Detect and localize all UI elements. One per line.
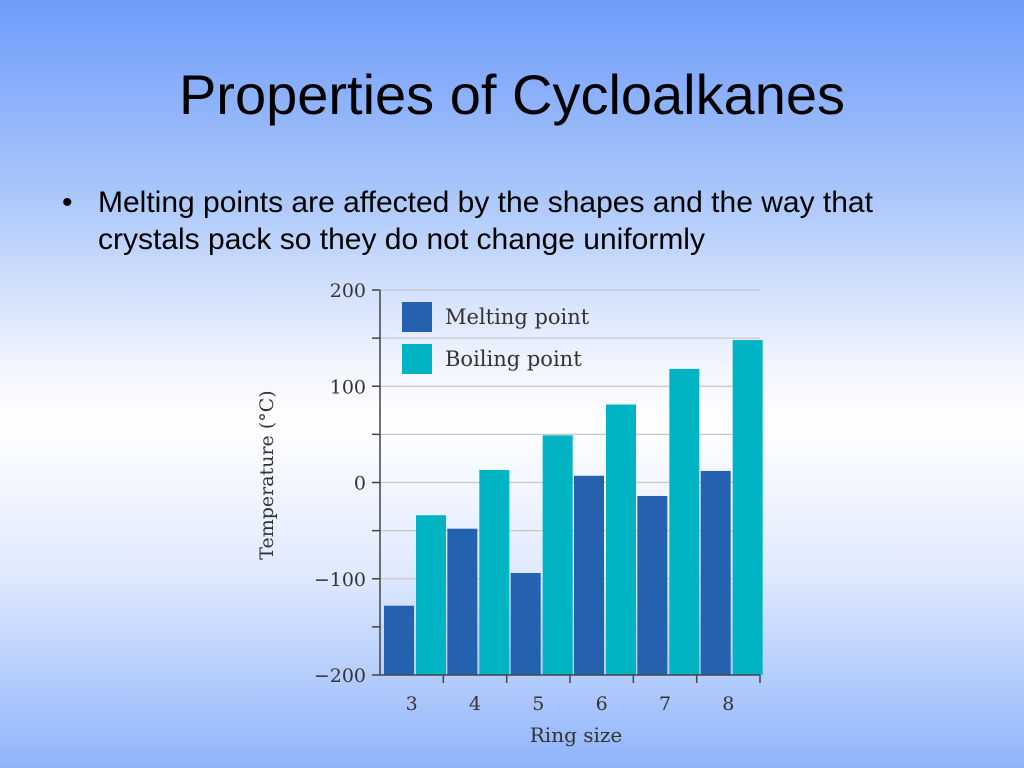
y-tick-label: −100 <box>314 569 366 591</box>
x-tick-label: 7 <box>659 693 671 715</box>
bar-melting-point <box>384 605 414 675</box>
y-tick-label: 100 <box>330 376 366 398</box>
y-axis: 200 100 0 −100 −200 <box>314 280 381 687</box>
y-tick-label: −200 <box>314 665 366 687</box>
bar-boiling-point <box>542 435 573 675</box>
legend-label: Boiling point <box>445 347 582 371</box>
legend-label: Melting point <box>445 305 590 329</box>
bar-melting-point <box>447 528 478 675</box>
y-tick-label: 200 <box>330 280 366 302</box>
bullet-text: Melting points are affected by the shape… <box>98 186 873 256</box>
bar-boiling-point <box>732 340 763 675</box>
x-tick-label: 4 <box>469 693 481 715</box>
slide-title: Properties of Cycloalkanes <box>178 63 846 126</box>
bar-boiling-point <box>606 404 636 675</box>
bar-boiling-point <box>416 515 446 675</box>
bullet-marker: • <box>62 186 73 219</box>
bar-melting-point <box>574 475 604 675</box>
x-tick-label: 8 <box>722 693 734 715</box>
legend-swatch <box>402 302 432 332</box>
bar-melting-point <box>510 572 541 675</box>
bar-boiling-point <box>669 368 700 675</box>
x-tick-label: 6 <box>596 693 608 715</box>
x-tick-label: 3 <box>406 693 418 715</box>
x-tick-label: 5 <box>532 693 544 715</box>
legend: Melting point Boiling point <box>402 302 590 374</box>
y-axis-label: Temperature (°C) <box>256 390 278 559</box>
bar-melting-point <box>700 470 731 675</box>
bars <box>384 340 763 675</box>
x-axis-label: Ring size <box>530 723 623 747</box>
bullet-item: • Melting points are affected by the sha… <box>62 184 962 258</box>
legend-swatch <box>402 344 432 374</box>
y-tick-label: 0 <box>354 473 366 495</box>
bar-melting-point <box>637 495 668 675</box>
bar-boiling-point <box>479 469 510 675</box>
x-axis: 3 4 5 6 7 8 <box>380 674 761 715</box>
bar-chart: 200 100 0 −100 −200 3 4 5 6 7 8 Melting point Boil… <box>256 280 763 747</box>
